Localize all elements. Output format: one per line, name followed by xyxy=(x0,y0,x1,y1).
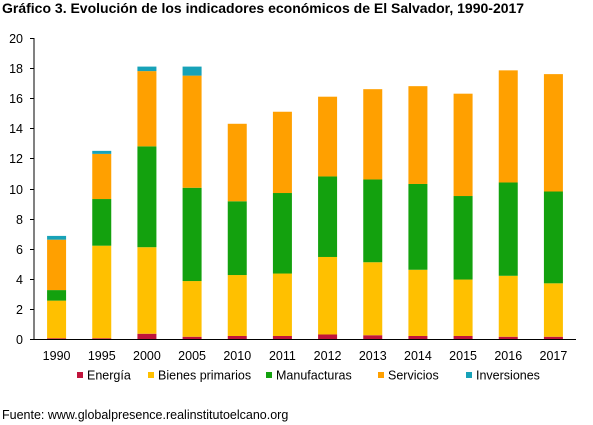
bar-segment-energ-a-2000 xyxy=(137,333,157,339)
bar-segment-servicios-2010 xyxy=(227,123,247,202)
bar-segment-energ-a-2012 xyxy=(318,334,338,339)
bar-segment-servicios-2011 xyxy=(272,111,292,194)
x-tick-label: 2015 xyxy=(449,349,477,363)
x-tick-label: 1990 xyxy=(43,349,71,363)
y-tick-label: 4 xyxy=(16,273,23,287)
legend-swatch xyxy=(466,372,472,378)
x-tick-label: 2000 xyxy=(133,349,161,363)
x-tick-label: 2014 xyxy=(404,349,432,363)
bar-segment-servicios-1990 xyxy=(47,239,67,291)
bar-segment-bienes-primarios-2016 xyxy=(498,275,518,337)
bar-segment-manufacturas-2005 xyxy=(182,187,202,282)
y-tick-label: 18 xyxy=(9,62,23,76)
legend-swatch xyxy=(378,372,384,378)
bar-segment-inversiones-2005 xyxy=(182,66,202,76)
legend-swatch xyxy=(266,372,272,378)
x-tick-label: 2016 xyxy=(494,349,522,363)
x-tick-label: 2011 xyxy=(269,349,296,363)
bar-segment-bienes-primarios-2011 xyxy=(272,273,292,336)
bar-segment-manufacturas-2015 xyxy=(453,196,473,280)
bar-segment-manufacturas-1990 xyxy=(47,290,67,301)
bar-segment-inversiones-1995 xyxy=(92,150,112,154)
legend-swatch xyxy=(148,372,154,378)
bar-segment-energ-a-2011 xyxy=(272,335,292,339)
bar-segment-energ-a-1990 xyxy=(47,338,67,339)
bar-segment-bienes-primarios-2010 xyxy=(227,275,247,336)
bar-segment-bienes-primarios-1990 xyxy=(47,300,67,339)
bar-segment-servicios-2017 xyxy=(543,74,563,192)
bar-segment-servicios-2014 xyxy=(408,86,428,184)
chart-title: Gráfico 3. Evolución de los indicadores … xyxy=(2,0,525,16)
y-tick-label: 8 xyxy=(16,213,23,227)
bar-segment-inversiones-2000 xyxy=(137,66,157,72)
bar-segment-bienes-primarios-2014 xyxy=(408,269,428,336)
bar-segment-bienes-primarios-2005 xyxy=(182,281,202,337)
bar-segment-servicios-2015 xyxy=(453,93,473,197)
legend-label: Energía xyxy=(87,369,131,383)
source-note: Fuente: www.globalpresence.realinstituto… xyxy=(2,408,289,422)
bar-segment-manufacturas-1995 xyxy=(92,199,112,246)
y-tick-label: 0 xyxy=(16,333,23,347)
bar-segment-servicios-2013 xyxy=(363,89,383,180)
bar-segment-energ-a-2016 xyxy=(498,336,518,339)
y-tick-label: 20 xyxy=(9,32,23,46)
bar-segment-manufacturas-2010 xyxy=(227,201,247,276)
bar-segment-energ-a-2017 xyxy=(543,336,563,339)
bar-segment-servicios-2000 xyxy=(137,71,157,147)
legend-label: Inversiones xyxy=(476,369,540,383)
bar-segment-bienes-primarios-2012 xyxy=(318,256,338,335)
bar-segment-energ-a-2014 xyxy=(408,335,428,339)
bar-segment-bienes-primarios-2017 xyxy=(543,283,563,337)
legend-label: Manufacturas xyxy=(276,369,352,383)
bar-segment-manufacturas-2013 xyxy=(363,179,383,263)
bar-segment-manufacturas-2000 xyxy=(137,146,157,248)
bar-segment-energ-a-2013 xyxy=(363,335,383,339)
bar-segment-energ-a-2015 xyxy=(453,335,473,339)
x-tick-label: 2013 xyxy=(359,349,387,363)
y-tick-label: 10 xyxy=(9,183,23,197)
bar-segment-manufacturas-2016 xyxy=(498,182,518,276)
bar-segment-servicios-2016 xyxy=(498,70,518,183)
y-tick-label: 16 xyxy=(9,92,23,106)
bar-segment-manufacturas-2017 xyxy=(543,191,563,284)
bar-segment-energ-a-2010 xyxy=(227,335,247,339)
bar-segment-servicios-2012 xyxy=(318,96,338,177)
bar-segment-bienes-primarios-2000 xyxy=(137,247,157,334)
bar-segment-servicios-1995 xyxy=(92,153,112,200)
bar-segment-energ-a-2005 xyxy=(182,336,202,339)
bar-segment-manufacturas-2011 xyxy=(272,193,292,274)
bar-segment-inversiones-1990 xyxy=(47,235,67,240)
legend-label: Servicios xyxy=(388,369,439,383)
x-tick-label: 2005 xyxy=(178,349,206,363)
y-tick-label: 6 xyxy=(16,243,23,257)
x-tick-label: 1995 xyxy=(88,349,116,363)
bar-segment-bienes-primarios-1995 xyxy=(92,245,112,339)
x-tick-label: 2017 xyxy=(540,349,568,363)
bar-segment-bienes-primarios-2015 xyxy=(453,279,473,336)
bar-segment-servicios-2005 xyxy=(182,75,202,188)
bar-segment-manufacturas-2014 xyxy=(408,183,428,270)
legend-swatch xyxy=(77,372,83,378)
bar-segment-bienes-primarios-2013 xyxy=(363,262,383,336)
x-tick-label: 2012 xyxy=(314,349,342,363)
bar-segment-energ-a-1995 xyxy=(92,338,112,339)
bar-segment-manufacturas-2012 xyxy=(318,176,338,257)
x-tick-label: 2010 xyxy=(223,349,251,363)
y-tick-label: 2 xyxy=(16,303,23,317)
y-tick-label: 12 xyxy=(9,152,23,166)
y-tick-label: 14 xyxy=(9,122,23,136)
legend-label: Bienes primarios xyxy=(158,369,251,383)
